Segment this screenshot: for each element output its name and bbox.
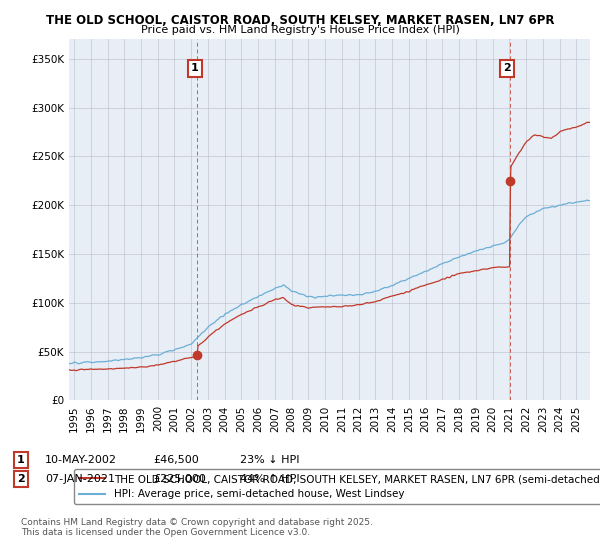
Text: 07-JAN-2021: 07-JAN-2021 (45, 474, 115, 484)
Text: 44% ↑ HPI: 44% ↑ HPI (240, 474, 299, 484)
Text: £225,000: £225,000 (153, 474, 206, 484)
Text: 1: 1 (191, 63, 199, 73)
Text: 2: 2 (17, 474, 25, 484)
Text: 23% ↓ HPI: 23% ↓ HPI (240, 455, 299, 465)
Text: Contains HM Land Registry data © Crown copyright and database right 2025.
This d: Contains HM Land Registry data © Crown c… (21, 518, 373, 538)
Text: 1: 1 (17, 455, 25, 465)
Text: THE OLD SCHOOL, CAISTOR ROAD, SOUTH KELSEY, MARKET RASEN, LN7 6PR: THE OLD SCHOOL, CAISTOR ROAD, SOUTH KELS… (46, 14, 554, 27)
Text: £46,500: £46,500 (153, 455, 199, 465)
Text: 2: 2 (503, 63, 511, 73)
Text: 10-MAY-2002: 10-MAY-2002 (45, 455, 117, 465)
Text: Price paid vs. HM Land Registry's House Price Index (HPI): Price paid vs. HM Land Registry's House … (140, 25, 460, 35)
Legend: THE OLD SCHOOL, CAISTOR ROAD, SOUTH KELSEY, MARKET RASEN, LN7 6PR (semi-detached: THE OLD SCHOOL, CAISTOR ROAD, SOUTH KELS… (74, 469, 600, 505)
